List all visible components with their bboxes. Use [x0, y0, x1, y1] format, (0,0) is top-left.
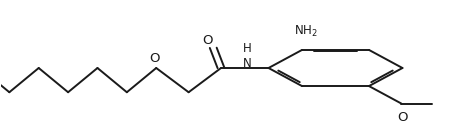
Text: O: O	[202, 34, 213, 47]
Text: NH$_2$: NH$_2$	[294, 24, 318, 39]
Text: H: H	[243, 41, 251, 55]
Text: O: O	[149, 52, 159, 65]
Text: O: O	[397, 111, 408, 124]
Text: N: N	[243, 57, 251, 70]
